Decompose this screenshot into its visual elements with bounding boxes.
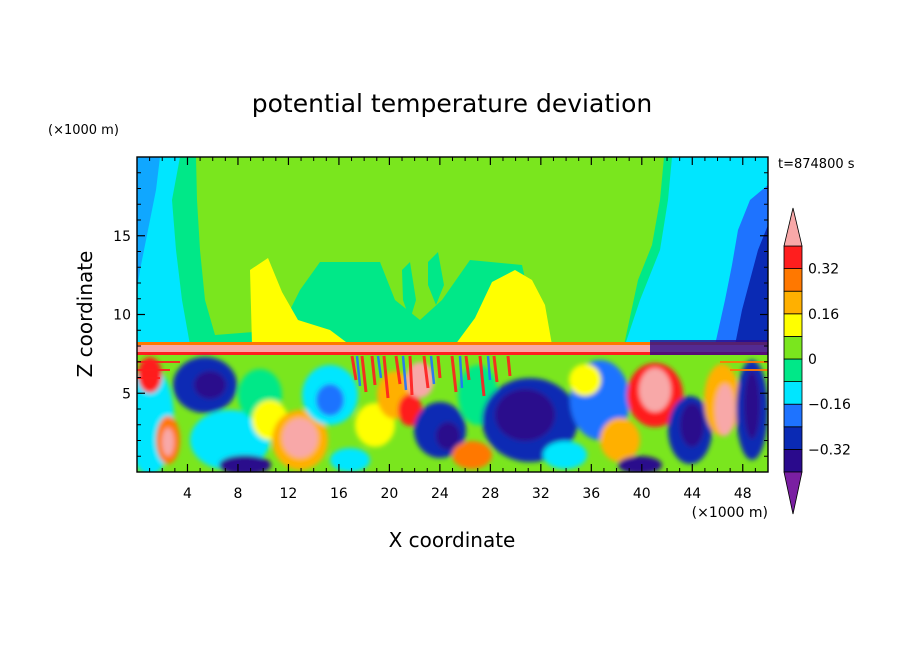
x-tick-label-5: 24 — [431, 486, 449, 502]
x-tick-label-7: 32 — [532, 486, 550, 502]
chart-title: potential temperature deviation — [252, 89, 652, 118]
colorbar-tick-label-0: −0.32 — [808, 442, 851, 458]
y-axis-label: Z coordinate — [73, 251, 97, 378]
lower-streaks — [137, 355, 768, 399]
x-tick-label-9: 40 — [633, 486, 651, 502]
colorbar-swatch-6 — [783, 313, 803, 337]
x-tick-label-0: 4 — [183, 486, 192, 502]
x-tick-label-8: 36 — [582, 486, 600, 502]
upper-layer — [137, 157, 768, 345]
time-label: t=874800 s — [778, 157, 855, 172]
x-unit-label: (×1000 m) — [692, 505, 768, 521]
x-tick-label-10: 44 — [683, 486, 701, 502]
y-tick-label-0: 5 — [122, 386, 131, 402]
inversion-red — [137, 352, 768, 355]
inversion-orange — [137, 342, 768, 346]
colorbar-swatch-3 — [783, 381, 803, 405]
colorbar-swatch-2 — [783, 403, 803, 428]
upper-green-region — [196, 157, 664, 345]
inversion-pink — [137, 345, 768, 353]
x-tick-label-1: 8 — [233, 486, 242, 502]
x-axis: 4 8 12 16 20 24 28 32 36 40 44 48 — [149, 157, 756, 502]
colorbar-swatch-0 — [783, 448, 803, 473]
x-tick-label-4: 20 — [380, 486, 398, 502]
yellow-lobe-right — [455, 270, 552, 345]
y-tick-label-1: 10 — [113, 308, 131, 324]
y-unit-label: (×1000 m) — [48, 123, 119, 138]
y-axis: 5 10 15 — [113, 172, 768, 457]
colorbar-extend-high — [783, 207, 803, 247]
colorbar-tick-label-1: −0.16 — [808, 397, 851, 413]
inversion-purple-right — [650, 340, 768, 356]
x-tick-label-6: 28 — [481, 486, 499, 502]
colorbar-extend-low — [783, 471, 803, 515]
colorbar-swatch-9 — [783, 245, 803, 270]
x-tick-label-2: 12 — [280, 486, 298, 502]
colorbar-tick-label-4: 0.32 — [808, 262, 839, 278]
inversion-band — [137, 340, 768, 356]
y-tick-label-2: 15 — [113, 229, 131, 245]
x-tick-label-3: 16 — [330, 486, 348, 502]
upper-streaks — [370, 252, 444, 322]
colorbar: −0.32 −0.16 0 0.16 0.32 — [783, 207, 851, 515]
colorbar-swatch-8 — [783, 268, 803, 292]
right-edge-navy — [735, 225, 768, 345]
colorbar-swatch-1 — [783, 426, 803, 450]
x-axis-label: X coordinate — [389, 528, 516, 552]
colorbar-swatch-4 — [783, 358, 803, 383]
x-tick-label-11: 48 — [734, 486, 752, 502]
lower-blobs — [137, 357, 768, 472]
colorbar-swatch-7 — [783, 290, 803, 315]
colorbar-tick-label-2: 0 — [808, 352, 817, 368]
colorbar-swatch-5 — [783, 335, 803, 360]
left-edge-blue — [137, 157, 160, 290]
colorbar-tick-label-3: 0.16 — [808, 307, 839, 323]
yellow-lobe-left — [250, 258, 350, 345]
field-area — [137, 157, 768, 472]
lower-layer — [137, 355, 768, 472]
